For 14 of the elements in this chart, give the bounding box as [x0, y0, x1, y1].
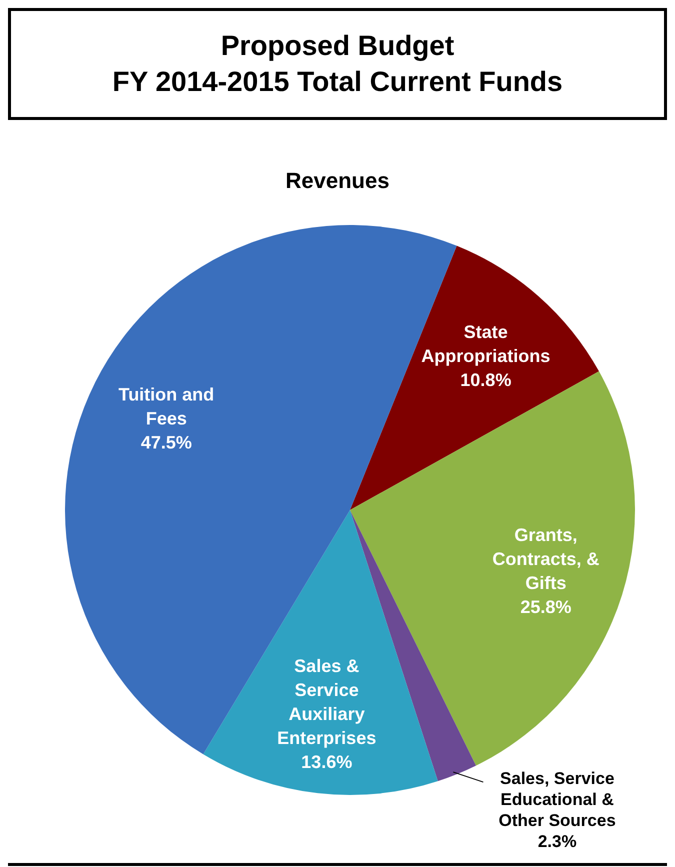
data-label: 10.8% — [460, 370, 512, 390]
slice-label: Sales & Service Auxiliary Enterprises — [277, 656, 376, 748]
data-label: 2.3% — [538, 832, 577, 851]
slice-label: Grants, Contracts, & Gifts — [492, 525, 600, 594]
data-label: 13.6% — [301, 752, 352, 772]
data-label: 47.5% — [140, 432, 192, 452]
slice-label: Sales, Service Educational & Other Sources — [498, 768, 616, 830]
pie-slice — [350, 246, 599, 510]
slice-label: State Appropriations — [421, 322, 550, 366]
chart-subtitle: Revenues — [284, 168, 390, 194]
slice-label: Tuition and Fees — [118, 384, 214, 428]
chart-title: Proposed Budget FY 2014-2015 Total Current Funds — [112, 29, 563, 99]
pie-slice — [203, 510, 438, 795]
data-label: 25.8% — [520, 597, 572, 618]
